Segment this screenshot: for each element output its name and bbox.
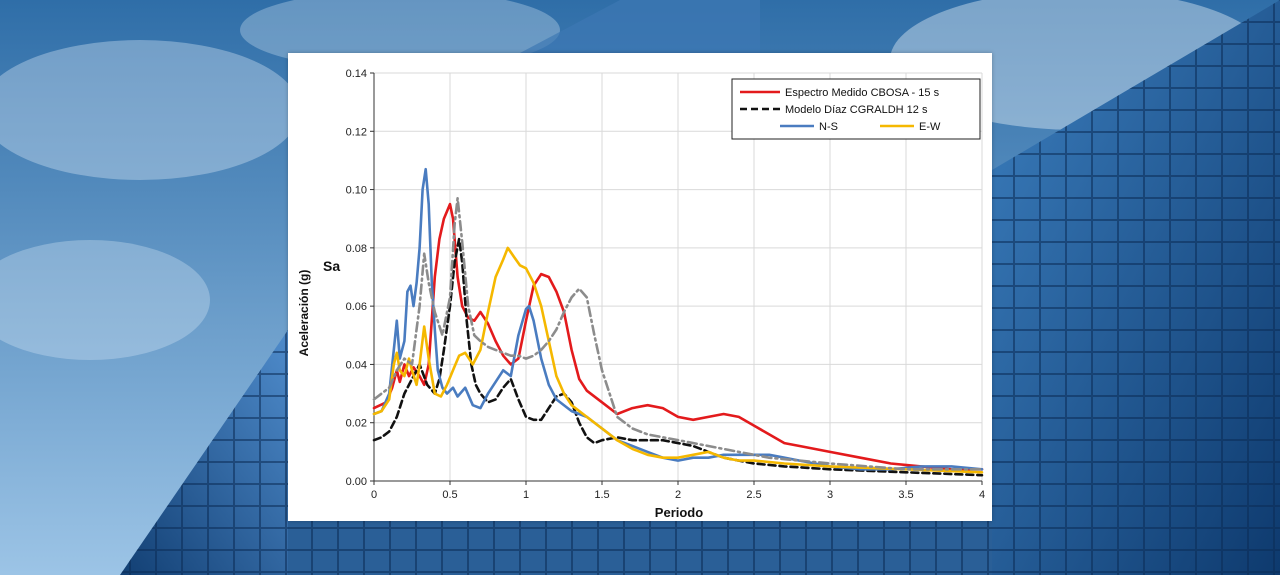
- x-tick-label: 0.5: [442, 489, 457, 501]
- x-tick-label: 2.5: [746, 489, 761, 501]
- x-axis-label: Periodo: [655, 505, 703, 520]
- y-tick-label: 0.02: [346, 418, 367, 430]
- legend-label: N-S: [819, 121, 838, 133]
- legend-label: Modelo Díaz CGRALDH 12 s: [785, 104, 928, 116]
- y-tick-label: 0.08: [346, 243, 367, 255]
- x-tick-label: 4: [979, 489, 985, 501]
- y-axis-label-short: Sa: [323, 258, 340, 274]
- y-tick-label: 0.10: [346, 185, 367, 197]
- y-tick-label: 0.12: [346, 126, 367, 138]
- y-tick-label: 0.00: [346, 476, 367, 488]
- x-tick-label: 2: [675, 489, 681, 501]
- y-tick-label: 0.06: [346, 301, 367, 313]
- legend-label: Espectro Medido CBOSA - 15 s: [785, 87, 940, 99]
- y-axis-label: Aceleración (g): [297, 270, 311, 357]
- series-line-3: [372, 246, 984, 474]
- y-tick-label: 0.14: [346, 68, 367, 80]
- x-tick-label: 1: [523, 489, 529, 501]
- legend-label: E-W: [919, 121, 941, 133]
- x-tick-label: 0: [371, 489, 377, 501]
- response-spectrum-chart: 0 0.5 1 1.5 2 2.5 3 3.5 4 0.00 0.02 0.04 0.06 0.08 0.1…: [297, 68, 985, 520]
- y-tick-label: 0.04: [346, 359, 367, 371]
- series-line-4: [372, 197, 984, 471]
- x-tick-label: 3.5: [898, 489, 913, 501]
- x-tick-label: 3: [827, 489, 833, 501]
- x-tick-label: 1.5: [594, 489, 609, 501]
- chart-panel: 0 0.5 1 1.5 2 2.5 3 3.5 4 0.00 0.02 0.04 0.06 0.08 0.1…: [288, 53, 992, 521]
- chart-legend: Espectro Medido CBOSA - 15 s Modelo Díaz …: [731, 78, 981, 140]
